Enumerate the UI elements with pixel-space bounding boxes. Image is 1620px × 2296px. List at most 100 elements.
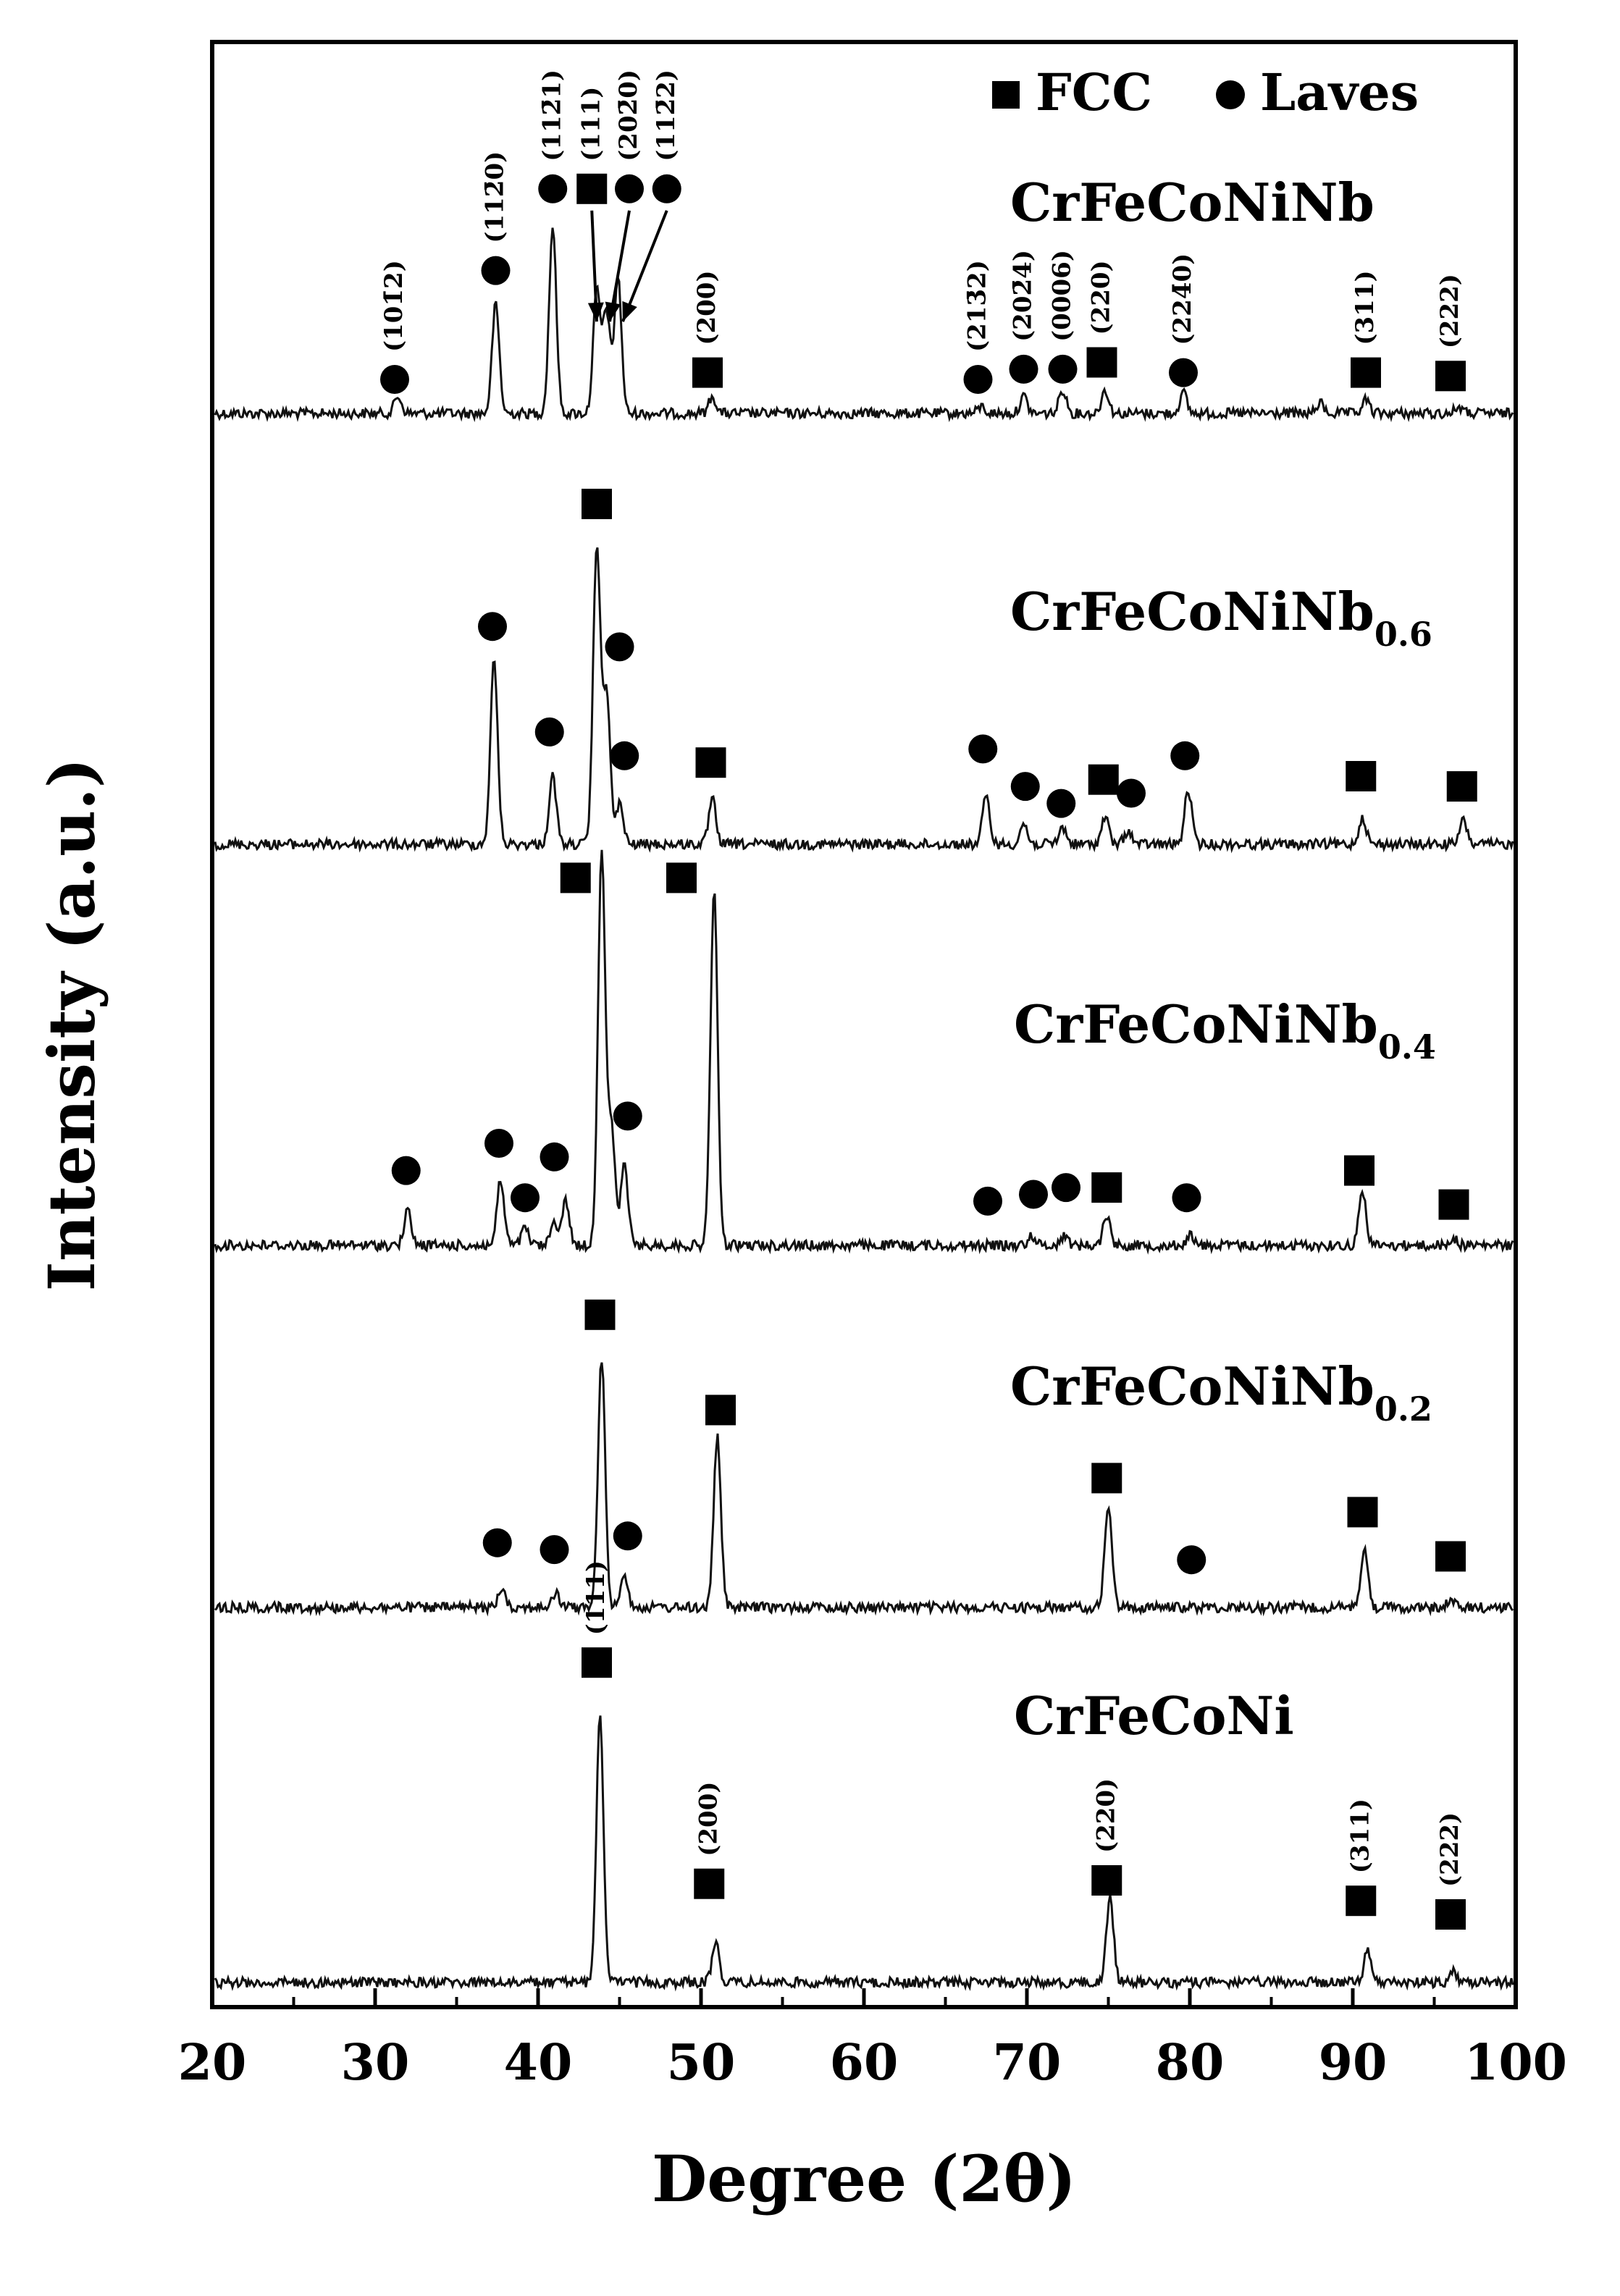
x-tick-label: 50 bbox=[667, 2034, 736, 2092]
x-tick-label: 20 bbox=[178, 2034, 247, 2092]
series-name-base: CrFeCoNiNb bbox=[1014, 993, 1378, 1055]
fcc-square-marker bbox=[1091, 1463, 1122, 1494]
fcc-square-marker bbox=[1091, 1172, 1122, 1203]
peak-index-label: (202̄0) bbox=[614, 70, 643, 161]
laves-circle-marker bbox=[1170, 741, 1200, 770]
laves-circle-marker bbox=[1117, 778, 1146, 808]
laves-circle-marker bbox=[1177, 1545, 1206, 1575]
peak-index-label: (220) bbox=[1087, 260, 1116, 335]
peak-index-label: (222) bbox=[1435, 1812, 1464, 1887]
laves-circle-marker bbox=[380, 365, 409, 394]
peak-index-label: (111) bbox=[582, 1560, 610, 1635]
legend-square-marker bbox=[992, 81, 1020, 109]
laves-circle-marker bbox=[1169, 358, 1198, 387]
laves-circle-marker bbox=[478, 612, 507, 642]
laves-circle-marker bbox=[1009, 354, 1038, 384]
fcc-square-marker bbox=[1446, 771, 1477, 802]
x-tick-label: 70 bbox=[993, 2034, 1062, 2092]
fcc-square-marker bbox=[1435, 1899, 1466, 1930]
legend-label-fcc: FCC bbox=[1036, 62, 1152, 122]
peak-index-label: (200) bbox=[692, 270, 721, 345]
laves-circle-marker bbox=[968, 734, 998, 764]
fcc-square-marker bbox=[1344, 1155, 1375, 1186]
x-tick-label: 80 bbox=[1156, 2034, 1225, 2092]
fcc-square-marker bbox=[1346, 761, 1377, 791]
series-name-label: CrFeCoNiNb0.6 bbox=[1010, 581, 1432, 654]
peak-index-label: (224̄0) bbox=[1168, 253, 1197, 345]
laves-circle-marker bbox=[391, 1156, 421, 1185]
laves-circle-marker bbox=[1052, 1173, 1080, 1203]
laves-circle-marker bbox=[1019, 1179, 1048, 1209]
series-name-base: CrFeCoNiNb bbox=[1010, 1355, 1375, 1417]
laves-circle-marker bbox=[484, 1129, 513, 1158]
x-axis-label: Degree (2θ) bbox=[652, 2141, 1076, 2216]
fcc-square-marker bbox=[560, 862, 591, 893]
laves-circle-marker bbox=[613, 1521, 642, 1551]
fcc-square-marker bbox=[582, 1647, 612, 1678]
x-tick-label: 40 bbox=[504, 2034, 573, 2092]
annotation-arrow bbox=[621, 210, 668, 322]
fcc-square-marker bbox=[692, 357, 723, 388]
peak-index-label: (101̄2) bbox=[379, 260, 408, 352]
annotation-arrowhead bbox=[605, 301, 621, 322]
legend-circle-marker bbox=[1216, 80, 1245, 109]
fcc-square-marker bbox=[582, 489, 612, 519]
annotation-arrowhead bbox=[587, 302, 604, 322]
series-trace-1 bbox=[214, 547, 1514, 854]
laves-circle-marker bbox=[605, 632, 634, 662]
peak-index-label: (220) bbox=[1091, 1778, 1120, 1853]
laves-circle-marker bbox=[482, 1528, 512, 1557]
series-name-subscript: 0.2 bbox=[1375, 1389, 1432, 1429]
fcc-square-marker bbox=[1438, 1189, 1469, 1220]
laves-circle-marker bbox=[1046, 789, 1076, 818]
laves-circle-marker bbox=[610, 741, 639, 770]
series-name-subscript: 0.6 bbox=[1375, 615, 1432, 654]
fcc-square-marker bbox=[1435, 361, 1466, 392]
laves-circle-marker bbox=[652, 174, 681, 203]
peak-index-label: (112̄1) bbox=[537, 70, 566, 161]
laves-circle-marker bbox=[481, 256, 511, 285]
y-axis-label: Intensity (a.u.) bbox=[34, 758, 109, 1292]
laves-circle-marker bbox=[963, 365, 993, 394]
fcc-square-marker bbox=[584, 1299, 616, 1330]
series-name-subscript: 0.4 bbox=[1378, 1027, 1436, 1067]
legend-label-laves: Laves bbox=[1260, 62, 1419, 122]
series-trace-3 bbox=[214, 1362, 1514, 1617]
fcc-square-marker bbox=[1435, 1541, 1466, 1572]
fcc-square-marker bbox=[1351, 357, 1381, 388]
series-trace-2 bbox=[214, 849, 1514, 1255]
peak-index-label: (0006) bbox=[1048, 250, 1077, 342]
series-trace-4 bbox=[214, 1715, 1514, 1992]
peak-index-label: (213̄2) bbox=[963, 260, 992, 352]
fcc-square-marker bbox=[694, 1868, 725, 1899]
laves-circle-marker bbox=[1010, 772, 1040, 802]
laves-circle-marker bbox=[1048, 354, 1078, 384]
peak-index-label: (112̄0) bbox=[481, 151, 510, 243]
peak-index-label: (112̄2) bbox=[652, 70, 681, 161]
laves-circle-marker bbox=[540, 1535, 569, 1565]
fcc-square-marker bbox=[1086, 347, 1117, 378]
peak-index-label: (311) bbox=[1346, 1799, 1375, 1873]
peak-index-label: (202̄4) bbox=[1009, 250, 1038, 342]
fcc-square-marker bbox=[1091, 1865, 1122, 1896]
series-name-base: CrFeCoNi bbox=[1014, 1685, 1294, 1746]
laves-circle-marker bbox=[613, 1101, 642, 1131]
series-name-label: CrFeCoNi bbox=[1014, 1685, 1294, 1746]
fcc-square-marker bbox=[576, 173, 608, 204]
laves-circle-marker bbox=[538, 174, 568, 203]
series-name-label: CrFeCoNiNb0.2 bbox=[1010, 1355, 1432, 1429]
laves-circle-marker bbox=[615, 174, 644, 203]
x-tick-label: 60 bbox=[830, 2034, 899, 2092]
series-name-base: CrFeCoNiNb bbox=[1010, 581, 1375, 642]
x-tick-label: 90 bbox=[1319, 2034, 1388, 2092]
peak-index-label: (311) bbox=[1351, 270, 1380, 345]
series-name-label: CrFeCoNiNb bbox=[1010, 172, 1375, 233]
series-trace-0 bbox=[214, 227, 1514, 423]
fcc-square-marker bbox=[1347, 1497, 1378, 1528]
x-tick-label: 30 bbox=[341, 2034, 410, 2092]
peak-index-label: (111) bbox=[576, 87, 605, 161]
laves-circle-marker bbox=[511, 1183, 540, 1213]
peak-index-label: (222) bbox=[1435, 274, 1464, 348]
